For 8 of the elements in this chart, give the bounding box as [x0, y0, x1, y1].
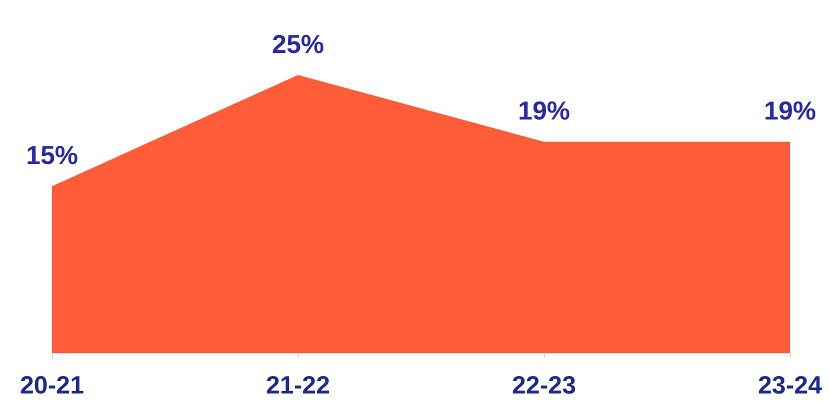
data-label: 19%: [518, 96, 570, 126]
x-tick-label: 23-24: [758, 372, 822, 400]
x-tick-label: 22-23: [512, 372, 576, 400]
x-tick-label: 20-21: [20, 372, 84, 400]
data-label: 19%: [764, 96, 816, 126]
data-label: 15%: [26, 140, 78, 170]
data-label: 25%: [272, 29, 324, 59]
x-tick-label: 21-22: [266, 372, 330, 400]
